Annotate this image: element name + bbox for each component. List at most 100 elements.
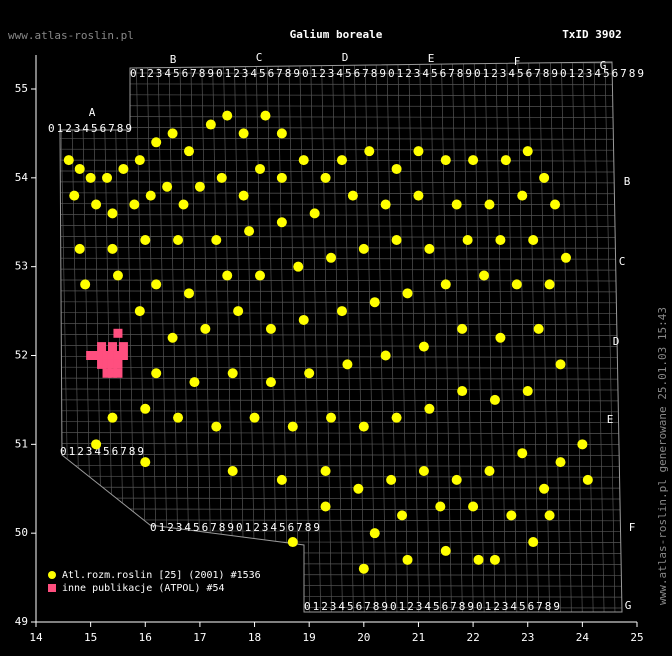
record-dot [358, 563, 369, 574]
grid-cell-line [223, 62, 234, 612]
record-dot [577, 439, 588, 450]
record-dot [249, 412, 260, 423]
record-dot [222, 110, 233, 121]
x-tick-label: 14 [29, 631, 43, 644]
chart-title: Galium boreale [290, 28, 383, 41]
y-tick-label: 52 [15, 349, 28, 362]
record-dot [194, 181, 205, 192]
grid-cell-line [419, 62, 431, 612]
grid-cell-line [60, 170, 622, 173]
grid-digits: 0123456789 [216, 67, 300, 80]
record-dot [489, 394, 500, 405]
record-dot [517, 448, 528, 459]
grid-cell-line [484, 62, 496, 612]
grid-letter: G [600, 59, 607, 72]
record-dot [183, 288, 194, 299]
grid-cell-line [60, 530, 622, 533]
record-dot [435, 501, 446, 512]
record-dot [167, 332, 178, 343]
grid-letter: B [170, 53, 177, 66]
x-tick-label: 18 [248, 631, 261, 644]
y-tick-label: 49 [15, 615, 28, 628]
grid-cell-line [60, 246, 622, 249]
grid-cell-line [266, 62, 278, 612]
grid-cell-line [60, 377, 622, 380]
grid-cell-line [60, 94, 622, 97]
grid-digits: 0123456789 [302, 67, 386, 80]
legend-label: inne publikacje (ATPOL) #54 [62, 583, 225, 594]
grid-letter: F [514, 55, 521, 68]
grid-cell-line [430, 62, 441, 612]
record-dot [238, 128, 249, 139]
record-dot [255, 163, 266, 174]
grid-cell-line [60, 334, 622, 336]
record-dot [468, 155, 479, 166]
grid-letter: D [613, 335, 620, 348]
record-dot [200, 323, 211, 334]
record-dot [369, 297, 380, 308]
record-dot [347, 190, 358, 201]
record-square [97, 351, 107, 360]
record-dot [265, 323, 276, 334]
grid-cell-line [103, 62, 114, 612]
record-dot [495, 332, 506, 343]
record-dot [85, 172, 96, 183]
grid-digits: 0123456789 [388, 67, 472, 80]
record-dot [107, 208, 118, 219]
grid-cell-line [441, 62, 452, 612]
grid-cell-line [60, 192, 622, 195]
record-square [107, 342, 117, 352]
record-dot [91, 439, 102, 450]
record-dot [418, 465, 429, 476]
x-tick-label: 17 [193, 631, 206, 644]
grid-cell-line [310, 62, 322, 612]
grid-digits: 0123456789 [476, 600, 560, 613]
record-dot [451, 199, 462, 210]
grid-cell-line [60, 519, 622, 522]
record-dot [336, 306, 347, 317]
record-dot [484, 465, 495, 476]
grid-digits: 0123456789 [60, 445, 144, 458]
record-dot [462, 235, 473, 246]
grid-cell-line [60, 421, 622, 424]
grid-cell-line [408, 62, 420, 612]
record-square [118, 351, 128, 360]
record-dot [211, 235, 222, 246]
record-dot [320, 501, 331, 512]
grid-cell-line [582, 62, 594, 612]
grid-cell-line [506, 62, 518, 612]
grid-cell-line [539, 62, 550, 612]
grid-cell-line [60, 268, 622, 271]
record-square [118, 342, 128, 352]
record-dot [145, 190, 156, 201]
y-tick-label: 50 [15, 526, 28, 539]
record-dot [484, 199, 495, 210]
grid-cell-line [125, 62, 136, 612]
record-dot [522, 146, 533, 157]
grid-cell-line [60, 181, 622, 184]
record-dot [582, 474, 593, 485]
grid-digits: 0123456789 [560, 67, 644, 80]
record-dot [140, 457, 151, 468]
record-dot [74, 163, 85, 174]
grid-cell-line [60, 301, 622, 304]
record-dot [326, 252, 337, 263]
record-dot [413, 190, 424, 201]
grid-cell-line [60, 464, 622, 467]
record-dot [293, 261, 304, 272]
grid-cell-line [60, 127, 622, 129]
grid-cell-line [60, 563, 622, 565]
grid-outline [59, 61, 623, 613]
record-dot [479, 270, 490, 281]
record-square [97, 342, 107, 352]
legend-marker [48, 571, 56, 579]
record-dot [380, 350, 391, 361]
record-dot [495, 235, 506, 246]
grid-cell-line [452, 62, 463, 612]
grid-cell-line [60, 72, 622, 75]
record-square [113, 351, 123, 360]
record-dot [129, 199, 140, 210]
record-dot [162, 181, 173, 192]
record-dot [244, 226, 255, 237]
grid-cell-line [60, 541, 622, 543]
